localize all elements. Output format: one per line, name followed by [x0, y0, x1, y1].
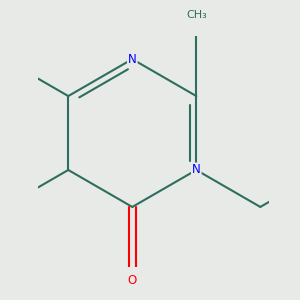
- Text: N: N: [128, 52, 137, 66]
- Text: O: O: [128, 274, 137, 287]
- Text: CH₃: CH₃: [186, 10, 207, 20]
- Text: N: N: [192, 164, 201, 176]
